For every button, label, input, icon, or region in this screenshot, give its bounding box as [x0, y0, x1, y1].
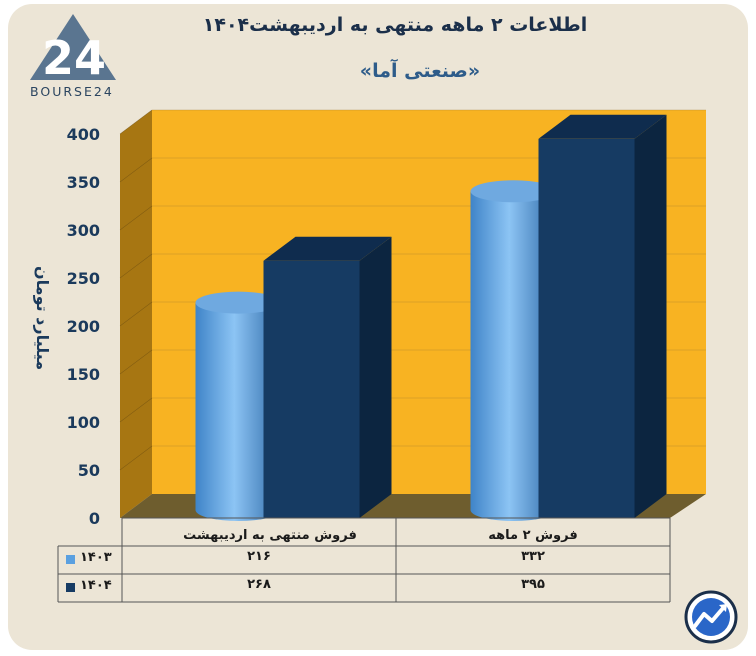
bar-1404-side: [634, 114, 667, 519]
gridline-side: [119, 349, 153, 375]
bar-1404-top: [263, 236, 392, 261]
legend-swatch-1403: [66, 555, 75, 564]
y-tick-label: 400: [67, 125, 100, 144]
gridline-side: [119, 445, 153, 471]
bourse24-logo-icon: 24: [30, 14, 116, 82]
table-cell-1403-cat1: ۲۱۶: [247, 549, 271, 564]
y-tick-label: 50: [78, 461, 100, 480]
y-tick-label: 300: [67, 221, 100, 240]
chart-subtitle: «صنعتی آما»: [359, 60, 481, 82]
trend-chart-icon: [684, 590, 738, 644]
legend-label-1403: ۱۴۰۳: [80, 550, 112, 565]
bar-1404-top: [538, 114, 667, 139]
y-tick-label: 0: [89, 509, 100, 528]
bar-1404: [263, 260, 360, 518]
bar-1403-cylinder: [470, 191, 557, 521]
category-label-1: فروش منتهی به اردیبهشت: [183, 528, 357, 543]
y-tick-label: 100: [67, 413, 100, 432]
legend-label-1404: ۱۴۰۴: [80, 578, 112, 593]
gridline-side: [119, 397, 153, 423]
y-tick-label: 200: [67, 317, 100, 336]
category-label-2: فروش ۲ ماهه: [488, 528, 578, 543]
legend-row-1404: ۱۴۰۴: [58, 575, 120, 599]
gridline-side: [119, 253, 153, 279]
y-tick-label: 350: [67, 173, 100, 192]
table-cell-1404-cat2: ۳۹۵: [521, 577, 545, 592]
bar-1404-side: [359, 236, 392, 518]
table-cell-1404-cat1: ۲۶۸: [247, 577, 271, 592]
y-tick-label: 250: [67, 269, 100, 288]
gridline-side: [119, 205, 153, 231]
legend-row-1403: ۱۴۰۳: [58, 547, 120, 571]
logo-text: BOURSE24: [30, 84, 114, 99]
chart-title: اطلاعات ۲ ماهه منتهی به اردیبهشت۱۴۰۴: [202, 14, 588, 36]
gridline-side: [119, 157, 153, 183]
gridline-side: [119, 109, 153, 135]
table-cell-1403-cat2: ۳۳۲: [521, 549, 545, 564]
y-axis-label: میلیارد تومان: [33, 265, 52, 371]
bar-1403-cylinder-top: [470, 180, 557, 203]
logo-mark: 24: [42, 31, 106, 82]
legend-swatch-1404: [66, 583, 75, 592]
y-tick-label: 150: [67, 365, 100, 384]
bar-1404: [538, 138, 635, 519]
bar-1403-cylinder: [195, 302, 282, 521]
gridline-side: [119, 301, 153, 327]
bar-1403-cylinder-top: [195, 291, 282, 314]
